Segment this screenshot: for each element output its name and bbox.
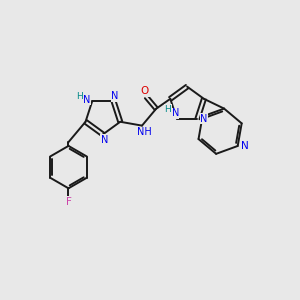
Text: F: F <box>66 196 71 207</box>
Text: N: N <box>111 91 119 101</box>
Text: N: N <box>101 135 108 145</box>
Text: O: O <box>141 86 149 96</box>
Text: NH: NH <box>137 127 152 137</box>
Text: N: N <box>172 108 179 118</box>
Text: N: N <box>200 114 208 124</box>
Text: N: N <box>83 95 91 105</box>
Text: H: H <box>76 92 83 100</box>
Text: H: H <box>164 105 171 114</box>
Text: N: N <box>241 141 249 151</box>
